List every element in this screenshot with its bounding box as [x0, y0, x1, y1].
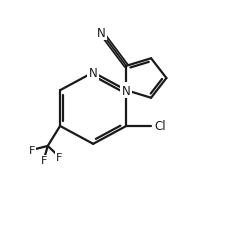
Text: N: N — [89, 67, 97, 79]
Text: F: F — [29, 145, 35, 155]
Text: F: F — [40, 156, 47, 166]
Text: Cl: Cl — [155, 120, 166, 133]
Text: N: N — [122, 84, 131, 97]
Text: F: F — [56, 152, 62, 162]
Text: N: N — [97, 27, 105, 40]
